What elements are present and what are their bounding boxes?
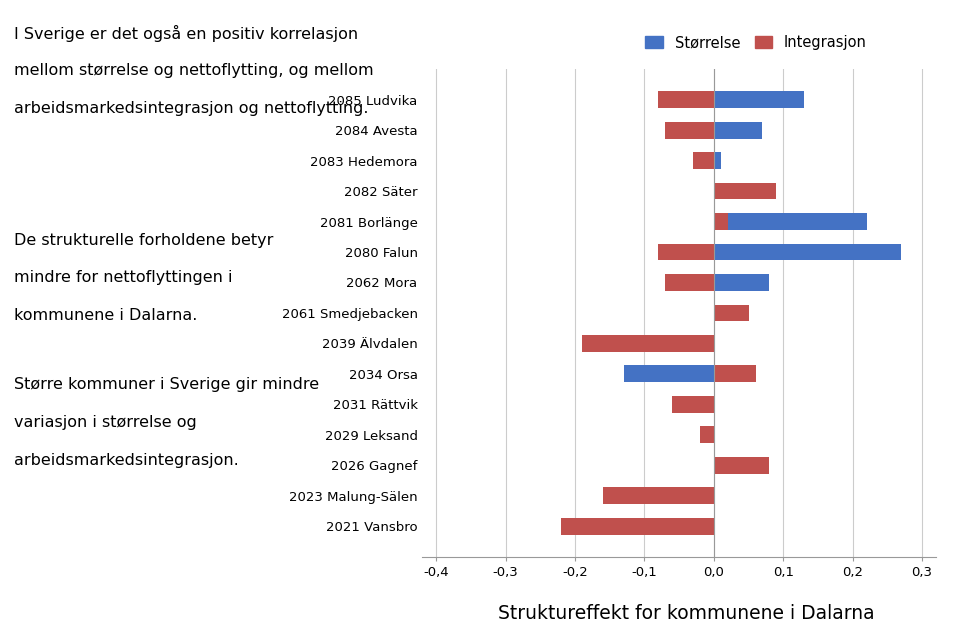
Bar [680, 487, 714, 504]
Bar [714, 274, 769, 291]
Bar [582, 335, 714, 352]
Text: De strukturelle forholdene betyr: De strukturelle forholdene betyr [13, 233, 273, 248]
Bar [693, 152, 714, 169]
Bar [714, 182, 749, 199]
Text: Struktureffekt for kommunene i Dalarna: Struktureffekt for kommunene i Dalarna [498, 604, 875, 623]
Bar [624, 365, 714, 382]
Bar [714, 457, 769, 474]
Bar [693, 396, 714, 413]
Bar [659, 91, 714, 108]
Text: variasjon i størrelse og: variasjon i størrelse og [13, 415, 196, 430]
Text: kommunene i Dalarna.: kommunene i Dalarna. [13, 308, 197, 323]
Bar [714, 457, 749, 474]
Bar [714, 243, 901, 260]
Bar [665, 274, 714, 291]
Text: arbeidsmarkedsintegrasjon.: arbeidsmarkedsintegrasjon. [13, 453, 238, 468]
Bar [700, 426, 714, 443]
Bar [665, 122, 714, 138]
Bar [714, 213, 728, 230]
Bar [714, 182, 777, 199]
Bar [714, 152, 721, 169]
Bar [714, 91, 804, 108]
Bar [659, 518, 714, 535]
Text: Større kommuner i Sverige gir mindre: Større kommuner i Sverige gir mindre [13, 377, 319, 392]
Bar [714, 304, 749, 321]
Text: mindre for nettoflyttingen i: mindre for nettoflyttingen i [13, 270, 232, 286]
Bar [714, 365, 756, 382]
Bar [714, 304, 749, 321]
Bar [672, 396, 714, 413]
Bar [603, 487, 714, 504]
Text: mellom størrelse og nettoflytting, og mellom: mellom størrelse og nettoflytting, og me… [13, 63, 373, 78]
Text: arbeidsmarkedsintegrasjon og nettoflytting.: arbeidsmarkedsintegrasjon og nettoflytti… [13, 101, 368, 116]
Bar [680, 335, 714, 352]
Bar [700, 426, 714, 443]
Bar [714, 213, 867, 230]
Text: I Sverige er det også en positiv korrelasjon: I Sverige er det også en positiv korrela… [13, 25, 358, 42]
Bar [659, 243, 714, 260]
Bar [562, 518, 714, 535]
Legend: Størrelse, Integrasjon: Størrelse, Integrasjon [645, 35, 867, 50]
Bar [714, 122, 762, 138]
